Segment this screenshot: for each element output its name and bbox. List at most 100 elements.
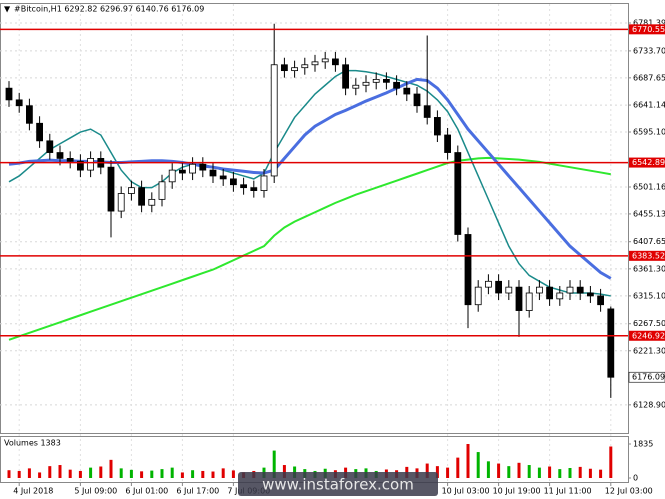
moving-average [8, 156, 611, 341]
level-label: 6542.89 [632, 158, 665, 167]
collapse-arrow: ▼ [4, 5, 11, 14]
watermark-bg [238, 472, 438, 496]
y-tick-label: 6221.30 [633, 346, 665, 355]
candle-body [372, 78, 380, 83]
watermark: www.instaforex.com [262, 476, 414, 494]
candle-body [25, 105, 33, 124]
candle-body [189, 163, 197, 174]
level-label-bg [629, 157, 665, 168]
y-tick-label: 6407.65 [633, 237, 665, 246]
candle-body [556, 292, 564, 300]
y-tick-label: 6361.30 [633, 264, 665, 273]
y-tick-label: 6315.10 [633, 291, 665, 300]
candle-body [219, 175, 227, 180]
candle-body [311, 61, 319, 66]
y-tick-label: 1835 [633, 440, 653, 449]
candle-body [587, 292, 594, 297]
candle-body [56, 152, 64, 159]
candle-body [199, 163, 207, 171]
level-label: 6383.52 [632, 251, 665, 260]
candle-body [66, 158, 74, 162]
candle-body [158, 181, 166, 200]
current-price-label: 6176.09 [632, 373, 665, 382]
candle-body [260, 175, 268, 191]
candle-body [46, 140, 54, 153]
candle-body [495, 280, 503, 294]
candle-body [597, 295, 604, 306]
candle-body [413, 93, 421, 107]
x-tick-label: 6 Jul 01:00 [125, 487, 168, 496]
candle-body [280, 64, 288, 72]
candle-body [168, 169, 176, 183]
y-tick-label: 6501.16 [633, 182, 665, 191]
candle-body [15, 99, 23, 107]
x-tick-label: 12 Jul 03:00 [605, 487, 653, 496]
candle-body [607, 308, 615, 378]
y-tick-label: 6267.50 [633, 319, 665, 328]
candle-body [474, 286, 482, 306]
price-label-bg [628, 371, 665, 383]
y-tick-label: 6455.13 [633, 209, 665, 218]
y-tick-label: 6595.10 [633, 128, 665, 137]
candle-body [352, 84, 360, 89]
candle-body [536, 286, 543, 294]
candle-body [250, 187, 258, 191]
y-tick-label: 6733.70 [633, 46, 665, 55]
candle-body [505, 286, 513, 294]
x-tick-label: 5 Jul 09:00 [74, 487, 117, 496]
candle-body [5, 87, 13, 101]
y-tick-label: 6641.14 [633, 101, 665, 110]
candle-body [117, 193, 125, 212]
candle-body [464, 234, 472, 306]
candle-body [525, 292, 533, 311]
level-label: 6770.55 [632, 25, 665, 34]
candle-body [566, 286, 574, 294]
x-tick-label: 10 Jul 19:00 [493, 487, 541, 496]
y-tick-label: 6128.90 [633, 400, 665, 409]
x-tick-label: 10 Jul 03:00 [442, 487, 490, 496]
y-tick-label: 0 [633, 474, 638, 483]
y-tick-label: 6687.65 [633, 73, 665, 82]
candle-body [301, 64, 309, 69]
candle-body [321, 58, 329, 63]
candle-body [331, 58, 339, 66]
x-tick-label: 4 Jul 2018 [13, 487, 53, 496]
candle-body [546, 286, 553, 300]
candle-body [148, 198, 156, 206]
candle-body [138, 187, 146, 206]
level-label: 6246.92 [632, 331, 665, 340]
candle-body [444, 134, 452, 153]
candle-body [433, 117, 441, 136]
candle-body [77, 160, 84, 171]
candle-body [36, 122, 43, 142]
x-tick-label: 11 Jul 11:00 [544, 487, 592, 496]
candle-body [87, 158, 94, 171]
candle-body [240, 184, 248, 189]
level-label-bg [629, 330, 665, 341]
candle-body [107, 166, 115, 212]
moving-average [8, 69, 611, 297]
candle-body [484, 280, 492, 288]
x-tick-label: 6 Jul 17:00 [176, 487, 219, 496]
candle-body [382, 78, 390, 83]
y-tick-label: 6781.39 [633, 18, 665, 27]
candle-body [178, 169, 186, 174]
level-label-bg [629, 250, 665, 261]
candle-body [515, 286, 523, 311]
candle-body [423, 105, 431, 118]
candle-body [362, 81, 370, 86]
candle-body [403, 87, 411, 95]
candle-body [291, 67, 299, 72]
level-label-bg [629, 24, 665, 35]
candle-body [576, 286, 584, 294]
candle-body [229, 178, 237, 186]
volume-label: Volumes 1383 [4, 439, 61, 448]
candle-body [393, 81, 401, 89]
chart-title: #Bitcoin,H1 6292.82 6296.97 6140.76 6176… [14, 5, 204, 14]
candle-body [127, 187, 135, 194]
candle-body [209, 169, 217, 177]
candle-body [270, 64, 278, 177]
candle-body [342, 64, 350, 89]
